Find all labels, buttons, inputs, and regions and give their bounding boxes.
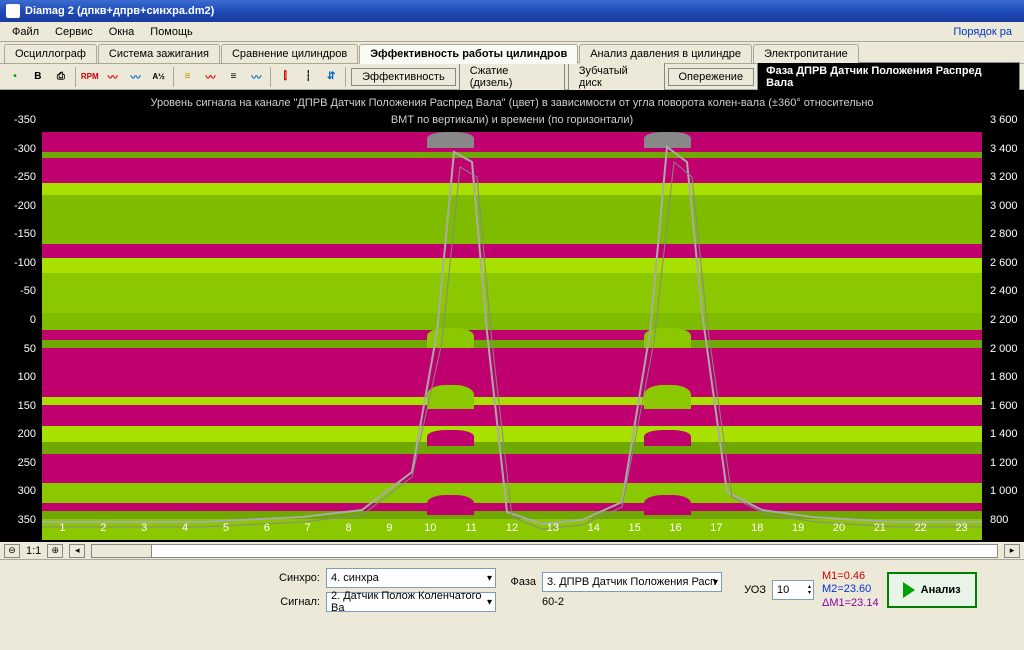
- y-axis-left: -350-300-250-200-150-100-500501001502002…: [0, 120, 40, 520]
- uoz-label: УОЗ: [738, 584, 766, 596]
- tb-btn-wave3[interactable]: 〰: [200, 66, 222, 88]
- horizontal-scrollbar[interactable]: [91, 544, 998, 558]
- tb-btn-wave4[interactable]: 〰: [245, 66, 267, 88]
- tb-btn-wave2[interactable]: 〰: [125, 66, 147, 88]
- subtab-advance[interactable]: Опережение: [668, 68, 755, 86]
- tb-btn-grid[interactable]: ≡: [177, 66, 199, 88]
- tab-power[interactable]: Электропитание: [753, 44, 859, 63]
- menu-help[interactable]: Помощь: [142, 24, 201, 40]
- tb-btn-sort[interactable]: ⇵: [320, 66, 342, 88]
- metric-m2: M2=23.60: [822, 583, 879, 596]
- play-icon: [903, 582, 915, 598]
- menu-file[interactable]: Файл: [4, 24, 47, 40]
- signal-label: Сигнал:: [276, 596, 320, 608]
- tb-btn-dots[interactable]: ┆: [297, 66, 319, 88]
- zoom-out-btn[interactable]: ⊖: [4, 544, 20, 558]
- zoom-in-btn[interactable]: ⊕: [47, 544, 63, 558]
- zoom-ratio: 1:1: [26, 545, 41, 557]
- toolbar: • B ⎙ RPM 〰 〰 A½ ≡ 〰 ≡ 〰 ⫿ ┆ ⇵ Эффективн…: [0, 64, 1024, 90]
- menu-order-link[interactable]: Порядок ра: [945, 24, 1020, 40]
- menu-service[interactable]: Сервис: [47, 24, 101, 40]
- window-titlebar: Diamag 2 (дпкв+дпрв+синхра.dm2): [0, 0, 1024, 22]
- metrics-readout: M1=0.46 M2=23.60 ΔM1=23.14: [822, 570, 879, 610]
- metric-delta: ΔM1=23.14: [822, 597, 879, 610]
- tb-btn-list[interactable]: ≡: [222, 66, 244, 88]
- rpm-overlay-line: [42, 132, 982, 540]
- tb-btn-bold[interactable]: B: [27, 66, 49, 88]
- tb-btn-wave1[interactable]: 〰: [102, 66, 124, 88]
- synchro-label: Синхро:: [276, 572, 320, 584]
- chart-title: Уровень сигнала на канале "ДПРВ Датчик П…: [0, 90, 1024, 132]
- y-axis-right: 3 6003 4003 2003 0002 8002 6002 4002 200…: [984, 120, 1024, 520]
- tab-oscillograph[interactable]: Осциллограф: [4, 44, 97, 63]
- phase-label: Фаза: [504, 576, 536, 588]
- scroll-left-btn[interactable]: ◂: [69, 544, 85, 558]
- tab-cylinder-compare[interactable]: Сравнение цилиндров: [221, 44, 358, 63]
- subtab-gear-disc[interactable]: Зубчатый диск: [568, 62, 665, 92]
- uoz-spinner[interactable]: 10: [772, 580, 814, 600]
- x-axis: 1234567891011121314151617181920212223: [42, 522, 982, 538]
- tb-btn-bars[interactable]: ⫿: [274, 66, 296, 88]
- teeth-label: 60-2: [542, 596, 564, 608]
- app-icon: [6, 4, 20, 18]
- scroll-right-btn[interactable]: ▸: [1004, 544, 1020, 558]
- menu-windows[interactable]: Окна: [101, 24, 143, 40]
- tb-btn-1[interactable]: •: [4, 66, 26, 88]
- menu-bar: Файл Сервис Окна Помощь Порядок ра: [0, 22, 1024, 42]
- analyze-button[interactable]: Анализ: [887, 572, 977, 608]
- phase-select[interactable]: 3. ДПРВ Датчик Положения Расп: [542, 572, 722, 592]
- tab-cylinder-efficiency[interactable]: Эффективность работы цилиндров: [359, 44, 578, 64]
- tab-pressure-analysis[interactable]: Анализ давления в цилиндре: [579, 44, 752, 63]
- signal-select[interactable]: 2. Датчик Полож Коленчатого Ва: [326, 592, 496, 612]
- tb-btn-rpm[interactable]: RPM: [79, 66, 101, 88]
- synchro-select[interactable]: 4. синхра: [326, 568, 496, 588]
- tab-ignition[interactable]: Система зажигания: [98, 44, 220, 63]
- subtab-compression[interactable]: Сжатие (дизель): [459, 62, 565, 92]
- chart-area: Уровень сигнала на канале "ДПРВ Датчик П…: [0, 90, 1024, 542]
- chart-plot: [42, 132, 982, 540]
- bottom-control-panel: Синхро: 4. синхра Сигнал: 2. Датчик Поло…: [0, 560, 1024, 620]
- scroll-controls: ⊖ 1:1 ⊕ ◂ ▸: [0, 542, 1024, 560]
- tb-btn-alg[interactable]: A½: [148, 66, 170, 88]
- subtab-efficiency[interactable]: Эффективность: [351, 68, 456, 86]
- metric-m1: M1=0.46: [822, 570, 879, 583]
- window-title: Diamag 2 (дпкв+дпрв+синхра.dm2): [25, 5, 214, 17]
- subtab-camshaft-phase[interactable]: Фаза ДПРВ Датчик Положения Распред Вала: [757, 62, 1020, 92]
- tb-btn-print[interactable]: ⎙: [50, 66, 72, 88]
